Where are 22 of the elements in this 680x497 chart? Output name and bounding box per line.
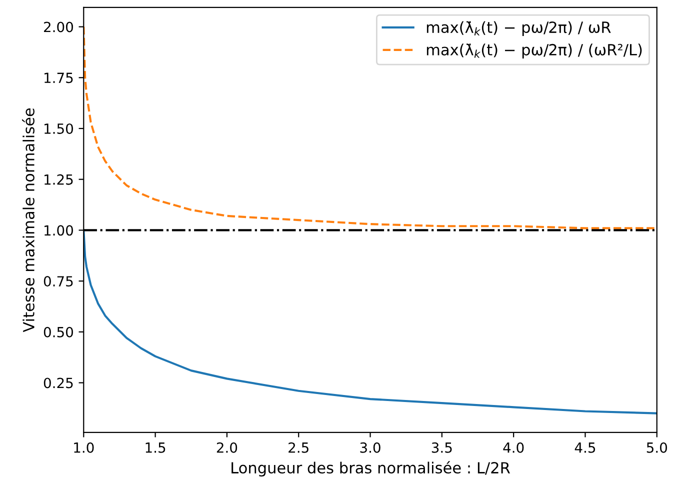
y-tick-label: 0.25 — [44, 378, 73, 388]
y-tick-label: 1.25 — [44, 174, 73, 185]
x-tick-label: 2.0 — [216, 442, 238, 453]
x-tick-label: 5.0 — [646, 442, 667, 453]
x-tick-label: 1.5 — [146, 442, 166, 453]
line-series — [84, 229, 657, 414]
x-tick-label: 1.0 — [74, 442, 94, 453]
x-tick-label: 2.5 — [288, 442, 308, 453]
x-axis-title: Longueur des bras normalisée : L/2R — [232, 461, 510, 477]
legend-label: max(λ̇$_{k}$(t) − pω/2π) / (ωR²/L) — [426, 44, 642, 58]
x-tick-label: 3.0 — [360, 442, 380, 453]
y-tick-label: 0.75 — [44, 276, 73, 287]
y-axis-title: Vitesse maximale normalisée — [22, 108, 34, 332]
y-tick-label: 0.50 — [44, 326, 73, 338]
y-tick-label: 1.50 — [44, 123, 73, 134]
y-tick-label: 1.75 — [44, 72, 73, 84]
x-tick-label: 4.0 — [503, 442, 524, 453]
legend-label: max(λ̇$_{k}$(t) − pω/2π) / ωR — [426, 21, 611, 36]
x-tick-label: 4.5 — [574, 442, 596, 453]
y-tick-label: 2.00 — [44, 22, 73, 32]
x-tick-label: 3.5 — [432, 442, 452, 453]
y-tick-label: 1.00 — [44, 225, 73, 236]
